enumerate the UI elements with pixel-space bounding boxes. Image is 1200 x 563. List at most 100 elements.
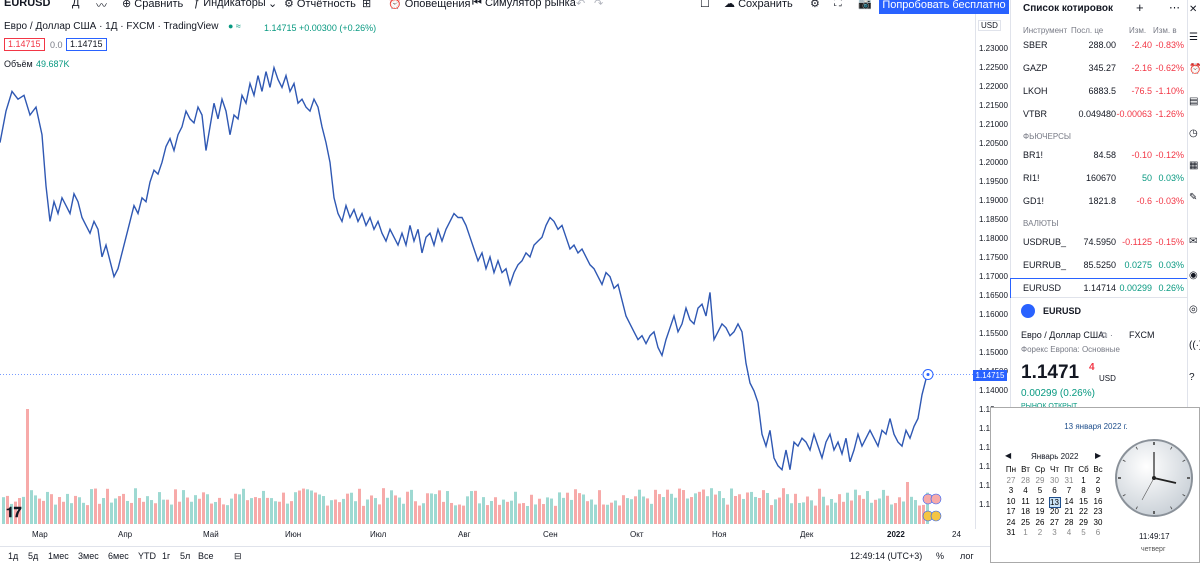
tradingview-logo-icon[interactable]: 𝟏𝟕 — [6, 504, 22, 520]
prev-month-icon[interactable]: ◀ — [1005, 451, 1012, 460]
camera-icon[interactable]: 📷 — [858, 0, 872, 10]
notifications-icon[interactable]: ◎ — [1189, 304, 1198, 315]
watchlist-row[interactable]: SBER 288.00 -2.40 -0.83% — [1011, 36, 1188, 54]
date-range-icon[interactable]: ⊟ — [234, 551, 242, 561]
watchlist-row[interactable]: USDRUB_ 74.5950 -0.1125 -0.15% — [1011, 233, 1188, 251]
calendar-day[interactable]: 28 — [1021, 475, 1030, 485]
calendar-day[interactable]: 29 — [1079, 517, 1088, 527]
calendar-day[interactable]: 31 — [1006, 528, 1016, 537]
details-name[interactable]: Евро / Доллар США — [1021, 330, 1105, 340]
legend-settings-icon[interactable]: ● ≈ — [228, 21, 241, 31]
log-toggle[interactable]: лог — [960, 551, 974, 561]
interval-button[interactable]: Д — [72, 0, 80, 9]
calendar-day[interactable]: 31 — [1064, 475, 1074, 485]
range-button-4[interactable]: 6мес — [108, 551, 129, 561]
calendar-day[interactable]: 15 — [1079, 496, 1088, 506]
close-icon[interactable]: ✕ — [1189, 4, 1198, 15]
range-button-2[interactable]: 1мес — [48, 551, 69, 561]
calendar-day[interactable]: 2 — [1037, 528, 1043, 537]
range-button-3[interactable]: 3мес — [78, 551, 99, 561]
event-flag-icon[interactable] — [930, 510, 942, 522]
external-link-icon[interactable]: ⧉ · — [1101, 330, 1113, 340]
range-button-0[interactable]: 1д — [8, 551, 19, 561]
calendar-day[interactable]: 30 — [1093, 517, 1103, 527]
calendar-day[interactable]: 6 — [1052, 486, 1057, 495]
price-chart[interactable] — [0, 14, 975, 529]
chart-pane[interactable] — [0, 14, 975, 529]
chevron-down-icon[interactable]: ⌄ — [268, 0, 278, 10]
calendar-day[interactable]: 5 — [1081, 528, 1086, 537]
calendar-day[interactable]: 16 — [1093, 496, 1103, 506]
clock-date[interactable]: 13 января 2022 г. — [1064, 422, 1128, 431]
settings-gear-icon[interactable]: ⚙ — [810, 0, 820, 10]
indicators-button[interactable]: ƒ Индикаторы — [194, 0, 266, 11]
signal-icon[interactable]: ((·)) — [1189, 340, 1200, 351]
chart-type-icon[interactable]: 〰 — [96, 0, 107, 12]
watchlist-row[interactable]: LKOH 6883.5 -76.5 -1.10% — [1011, 82, 1188, 100]
range-button-6[interactable]: 1г — [162, 551, 171, 561]
sell-price-box[interactable]: 1.14715 — [4, 38, 45, 51]
symbol-search-button[interactable]: EURUSD — [4, 0, 51, 9]
help-icon[interactable]: ? — [1189, 372, 1195, 383]
watchlist-row[interactable]: GAZP 345.27 -2.16 -0.62% — [1011, 59, 1188, 77]
compare-button[interactable]: ⊕ Сравнить — [122, 0, 184, 10]
alerts-icon[interactable]: ⏰ — [1189, 64, 1200, 75]
add-symbol-icon[interactable]: + — [1136, 0, 1144, 15]
buy-price-box[interactable]: 1.14715 — [66, 38, 107, 51]
calendar-icon[interactable]: ▦ — [1189, 160, 1199, 171]
calendar-day[interactable]: 26 — [1035, 517, 1045, 527]
try-free-button[interactable]: Попробовать бесплатно — [879, 0, 1009, 14]
range-button-5[interactable]: YTD — [138, 551, 156, 561]
calendar-day[interactable]: 1 — [1081, 475, 1086, 485]
next-month-icon[interactable]: ▶ — [1095, 451, 1102, 460]
hotlist-icon[interactable]: ◷ — [1189, 128, 1198, 139]
range-button-8[interactable]: Все — [198, 551, 214, 561]
calendar-day[interactable]: 12 — [1035, 496, 1045, 506]
calendar-day[interactable]: 2 — [1095, 475, 1101, 485]
calendar-day[interactable]: 27 — [1006, 475, 1016, 485]
calendar-day[interactable]: 4 — [1023, 486, 1028, 495]
templates-grid-icon[interactable]: ⊞ — [362, 0, 372, 10]
calendar-day[interactable]: 3 — [1008, 486, 1014, 495]
calendar-day[interactable]: 18 — [1021, 507, 1030, 516]
undo-icon[interactable]: ↶ — [576, 0, 586, 10]
watchlist-icon[interactable]: ☰ — [1189, 32, 1198, 43]
calendar-day[interactable]: 1 — [1023, 528, 1028, 537]
clock-time[interactable]: 12:49:14 (UTC+3) — [850, 551, 923, 561]
calendar-day[interactable]: 27 — [1050, 517, 1059, 527]
calendar-day[interactable]: 21 — [1064, 507, 1074, 516]
range-button-1[interactable]: 5д — [28, 551, 39, 561]
stream-icon[interactable]: ◉ — [1189, 270, 1198, 281]
calendar-day[interactable]: 14 — [1064, 496, 1074, 506]
save-button[interactable]: ☁ Сохранить — [724, 0, 793, 10]
calendar-day[interactable]: 22 — [1079, 507, 1088, 516]
watchlist-row[interactable]: EURUSD 1.14714 0.00299 0.26% — [1010, 278, 1189, 298]
layout-icon[interactable]: ☐ — [700, 0, 710, 10]
calendar-day[interactable]: 8 — [1081, 486, 1086, 495]
ideas-icon[interactable]: ✎ — [1189, 192, 1198, 203]
calendar-day[interactable]: 4 — [1066, 528, 1072, 537]
watchlist-section-header[interactable]: ВАЛЮТЫ — [1023, 219, 1059, 228]
calendar-day[interactable]: 25 — [1021, 517, 1030, 527]
calendar-day[interactable]: 10 — [1006, 496, 1016, 506]
calendar-day[interactable]: 29 — [1035, 475, 1045, 485]
calendar-day[interactable]: 30 — [1050, 475, 1059, 485]
watchlist-title[interactable]: Список котировок — [1023, 3, 1113, 14]
col-change[interactable]: Изм. — [1129, 26, 1147, 35]
data-window-icon[interactable]: ▤ — [1189, 96, 1199, 107]
watchlist-row[interactable]: RI1! 160670 50 0.03% — [1011, 169, 1188, 187]
calendar-day[interactable]: 11 — [1021, 496, 1030, 506]
calendar-day[interactable]: 20 — [1050, 507, 1059, 516]
more-icon[interactable]: ⋯ — [1169, 2, 1180, 14]
calendar-day[interactable]: 28 — [1064, 517, 1074, 527]
calendar-day[interactable]: 24 — [1006, 517, 1016, 527]
redo-icon[interactable]: ↷ — [594, 0, 604, 10]
fullscreen-icon[interactable]: ⛶ — [834, 0, 842, 9]
watchlist-row[interactable]: EURRUB_ 85.5250 0.0275 0.03% — [1011, 256, 1188, 274]
replay-button[interactable]: ⏮ Симулятор рынка — [472, 0, 576, 11]
watchlist-section-header[interactable]: ФЬЮЧЕРСЫ — [1023, 132, 1071, 141]
watchlist-row[interactable]: GD1! 1821.8 -0.6 -0.03% — [1011, 192, 1188, 210]
calendar-day[interactable]: 7 — [1066, 486, 1072, 495]
currency-selector[interactable]: USD — [978, 20, 1001, 31]
percent-toggle[interactable]: % — [936, 551, 945, 561]
